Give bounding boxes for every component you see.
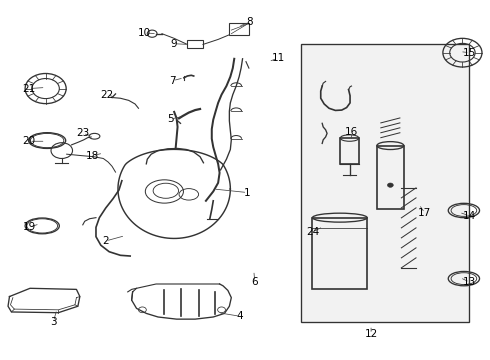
Bar: [229, 23, 249, 35]
Text: 16: 16: [345, 127, 358, 136]
Text: 6: 6: [251, 277, 258, 287]
Bar: [340, 138, 359, 164]
Text: 12: 12: [365, 329, 378, 339]
Bar: [313, 218, 367, 289]
Text: 22: 22: [100, 90, 114, 100]
Text: 2: 2: [102, 236, 109, 246]
Text: 19: 19: [23, 222, 36, 232]
Bar: [377, 145, 404, 210]
Text: 15: 15: [463, 48, 476, 58]
Text: 9: 9: [171, 39, 177, 49]
Text: 20: 20: [23, 136, 36, 146]
Text: 8: 8: [246, 17, 253, 27]
Text: 21: 21: [23, 84, 36, 94]
Bar: [187, 40, 203, 48]
Text: 3: 3: [50, 317, 57, 327]
Text: 10: 10: [138, 28, 151, 38]
Text: 17: 17: [418, 208, 431, 218]
Text: 23: 23: [76, 129, 89, 138]
Text: 18: 18: [86, 150, 99, 161]
Text: 24: 24: [306, 227, 319, 237]
Text: 13: 13: [463, 277, 476, 287]
Text: 4: 4: [237, 311, 244, 321]
Circle shape: [388, 183, 393, 187]
Text: 11: 11: [271, 53, 285, 63]
Text: 1: 1: [244, 188, 251, 198]
Bar: [301, 44, 469, 321]
Text: 14: 14: [463, 211, 476, 221]
Text: 7: 7: [170, 76, 176, 86]
Text: 5: 5: [168, 114, 174, 124]
